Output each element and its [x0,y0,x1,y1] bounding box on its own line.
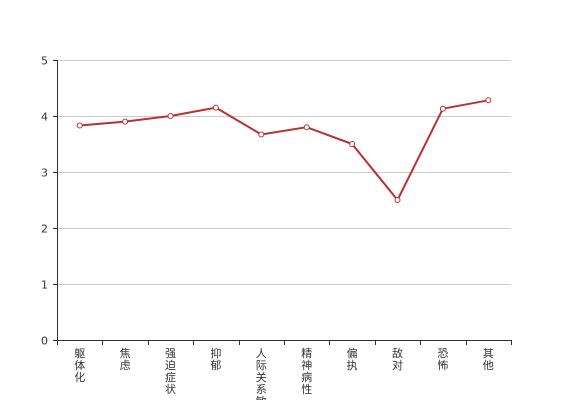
x-tick-label-char: 人 [256,347,267,360]
x-tick-label-char: 敌 [392,346,403,360]
data-point [349,141,356,147]
x-tick-label-char: 虑 [120,359,131,372]
x-tick-label: 其他 [483,347,494,372]
x-tick-label-char: 郁 [210,358,221,372]
y-axis-tick-labels: 0 1 2 3 4 5 [41,55,48,348]
x-tick-label: 偏执 [347,346,358,372]
y-tick-label: 1 [41,279,48,292]
x-tick-label: 敌对 [392,346,403,372]
x-tick-label-char: 性 [301,382,312,396]
x-tick-label: 强迫症状 [165,347,176,396]
x-tick-label-char: 神 [301,358,312,372]
x-tick-label-char: 体 [74,358,85,372]
data-point [167,113,174,119]
x-tick-label-char: 对 [392,358,403,372]
x-tick-label-char: 状 [165,382,176,396]
x-tick-label-char: 怖 [437,358,448,372]
x-tick-label-char: 恐 [437,347,448,360]
y-tick-label: 3 [41,167,48,180]
x-tick-label: 躯体化 [74,347,85,384]
x-tick-label: 焦虑 [120,347,131,372]
y-tick-label: 4 [41,111,48,124]
series-layer [76,97,492,203]
y-tick-label: 5 [41,55,48,68]
data-point [212,104,219,111]
x-tick-label-char: 偏 [347,346,358,360]
x-tick-label-char: 敏 [256,394,267,400]
x-axis-tick-labels: 躯体化 焦虑 强迫症状 抑郁 人际关系敏感 精神病性 偏执 敌对 恐怖 其他 [74,346,494,400]
series-line-0 [79,99,489,201]
x-tick-label-char: 执 [347,358,358,372]
x-tick-label-char: 关 [256,370,267,384]
x-tick-label-char: 系 [256,383,267,396]
x-tick-label: 人际关系敏感 [256,347,267,400]
y-tick-label: 2 [41,223,48,236]
x-tick-label: 抑郁 [210,346,221,372]
data-point [303,124,310,131]
data-point [439,105,446,112]
data-point [122,118,129,125]
x-tick-label-char: 迫 [165,358,176,372]
data-point [258,131,265,138]
x-tick-label: 精神病性 [301,347,312,396]
data-point [394,197,401,203]
x-tick-label-char: 焦 [120,347,131,360]
x-tick-label-char: 际 [256,359,267,372]
x-tick-label-char: 病 [301,370,312,384]
x-tick-label-char: 症 [165,370,176,384]
x-tick-label-char: 精 [301,347,312,360]
x-tick-label-char: 强 [165,347,176,360]
axes [53,60,512,345]
y-tick-label: 0 [41,335,48,348]
x-tick-label-char: 其 [483,347,494,360]
gridlines [57,60,511,285]
x-tick-label-char: 抑 [210,346,221,360]
x-tick-label: 恐怖 [437,347,448,372]
x-tick-label-char: 化 [74,370,85,384]
data-point [485,97,492,104]
data-point [76,122,83,129]
x-tick-label-char: 他 [483,359,494,372]
x-tick-label-char: 躯 [74,347,85,360]
